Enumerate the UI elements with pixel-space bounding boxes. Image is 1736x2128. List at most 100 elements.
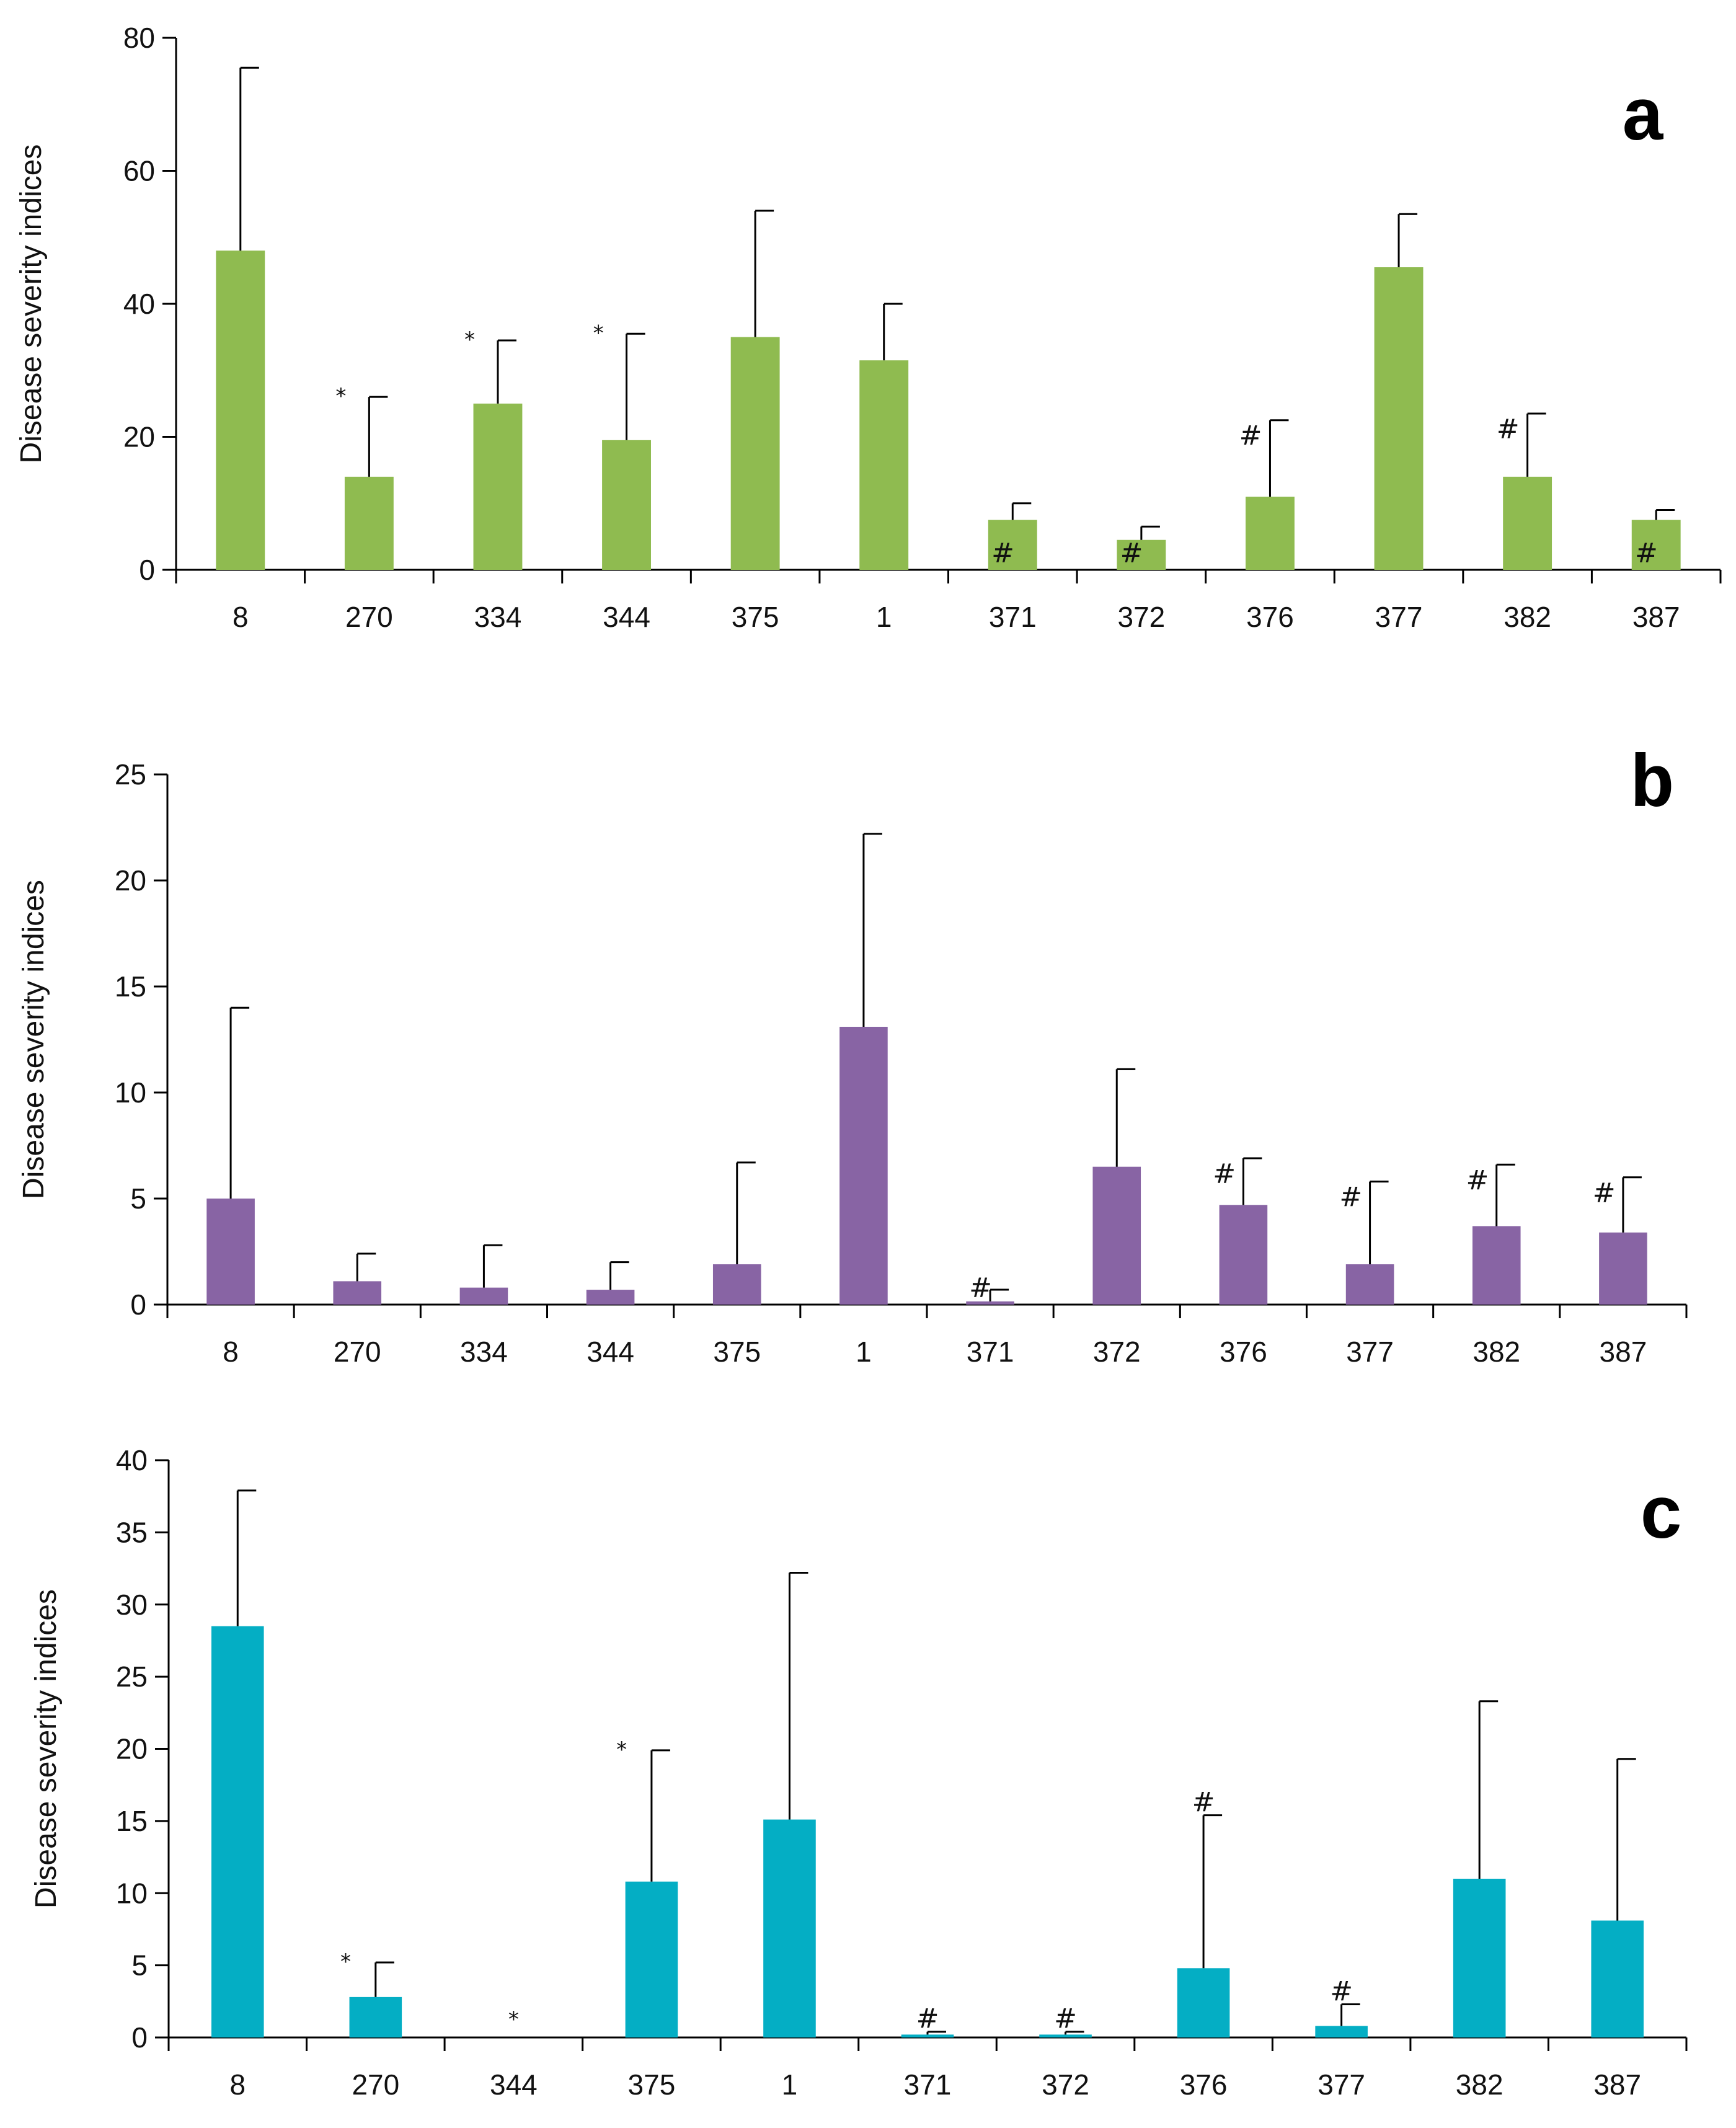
- significance-asterisk: *: [616, 1737, 627, 1762]
- x-tick-label: 372: [1118, 601, 1166, 633]
- y-tick-label: 0: [130, 1288, 146, 1321]
- significance-hash: #: [1466, 1164, 1489, 1196]
- x-tick-label: 371: [989, 601, 1037, 633]
- x-tick-label: 344: [603, 601, 650, 633]
- bar: [625, 1881, 678, 2037]
- bar: [763, 1819, 816, 2037]
- bar: [349, 1997, 402, 2037]
- panel-label: c: [1639, 1476, 1684, 1561]
- y-tick-label: 20: [123, 421, 155, 453]
- x-tick-label: 376: [1246, 601, 1294, 633]
- significance-hash: #: [1213, 1158, 1236, 1190]
- bar: [1503, 476, 1552, 570]
- x-tick-label: 376: [1220, 1336, 1267, 1368]
- bar: [216, 250, 265, 570]
- x-tick-label: 375: [628, 2068, 676, 2101]
- y-tick-label: 40: [123, 288, 155, 320]
- y-tick-label: 20: [116, 1733, 148, 1765]
- x-tick-label: 334: [474, 601, 522, 633]
- y-tick-label: 10: [115, 1076, 146, 1109]
- significance-hash: #: [1497, 414, 1520, 445]
- x-tick-label: 1: [876, 601, 892, 633]
- chart-panel-b: 0 5 10 15 20 25 Disease severity indices 8 270 33…: [17, 745, 1688, 1368]
- bar: [333, 1281, 382, 1305]
- y-axis-label: Disease severity indices: [30, 1589, 63, 1909]
- significance-hash: #: [991, 538, 1014, 569]
- significance-hash: #: [1120, 538, 1143, 569]
- bar: [966, 1301, 1014, 1305]
- y-tick-label: 40: [116, 1444, 148, 1476]
- x-tick-label: 8: [223, 1336, 239, 1368]
- bar: [730, 337, 780, 570]
- x-tick-label: 334: [460, 1336, 508, 1368]
- x-tick-label: 344: [587, 1336, 634, 1368]
- y-tick-label: 30: [116, 1589, 148, 1621]
- y-tick-label: 0: [139, 554, 155, 586]
- significance-hash: #: [1593, 1177, 1616, 1209]
- significance-hash: #: [969, 1272, 992, 1304]
- bar: [602, 440, 651, 570]
- x-tick-label: 270: [345, 601, 393, 633]
- x-tick-label: 387: [1600, 1336, 1647, 1368]
- bar: [344, 476, 394, 570]
- panel-label: b: [1630, 745, 1675, 829]
- x-tick-label: 372: [1042, 2068, 1089, 2101]
- bar: [1039, 2034, 1092, 2037]
- bar: [586, 1290, 635, 1305]
- x-tick-label: 344: [490, 2068, 538, 2101]
- bar: [1219, 1205, 1268, 1305]
- x-tick-label: 377: [1318, 2068, 1365, 2101]
- x-tick-label: 372: [1093, 1336, 1141, 1368]
- bar: [1472, 1226, 1521, 1305]
- significance-hash: #: [1054, 2003, 1077, 2035]
- chart-panel-c: 0 5 10 15 20 25 30 35 40 Disease severity indices…: [30, 1444, 1688, 2101]
- significance-hash: #: [916, 2003, 939, 2035]
- bar: [1315, 2026, 1368, 2037]
- x-tick-label: 270: [352, 2068, 399, 2101]
- bar: [712, 1264, 761, 1305]
- y-tick-label: 5: [130, 1182, 146, 1215]
- significance-hash: #: [1239, 420, 1262, 452]
- x-tick-label: 387: [1593, 2068, 1641, 2101]
- panel-label: a: [1621, 78, 1665, 162]
- x-tick-label: 375: [732, 601, 779, 633]
- x-tick-label: 8: [229, 2068, 246, 2101]
- bar: [1591, 1920, 1644, 2037]
- x-tick-label: 382: [1456, 2068, 1504, 2101]
- bar: [1345, 1264, 1394, 1305]
- bar: [901, 2034, 954, 2037]
- bar: [988, 520, 1037, 570]
- bar: [1374, 267, 1424, 570]
- bar: [1453, 1878, 1506, 2037]
- x-tick-label: 377: [1346, 1336, 1394, 1368]
- x-tick-label: 382: [1504, 601, 1551, 633]
- x-tick-label: 371: [967, 1336, 1014, 1368]
- y-tick-label: 10: [116, 1877, 148, 1909]
- y-tick-label: 15: [116, 1805, 148, 1837]
- significance-asterisk: *: [464, 327, 475, 352]
- significance-asterisk: *: [593, 321, 604, 345]
- y-tick-label: 35: [116, 1516, 148, 1548]
- bar: [859, 360, 909, 570]
- bar: [211, 1626, 264, 2037]
- significance-hash: #: [1330, 1975, 1353, 2007]
- x-tick-label: 375: [713, 1336, 761, 1368]
- bar: [839, 1026, 888, 1305]
- x-tick-label: 377: [1375, 601, 1423, 633]
- x-tick-label: 1: [856, 1336, 872, 1368]
- x-tick-label: 1: [782, 2068, 798, 2101]
- bar: [473, 403, 523, 570]
- bar: [206, 1199, 255, 1305]
- y-tick-label: 25: [115, 758, 146, 791]
- significance-hash: #: [1635, 538, 1658, 569]
- y-tick-label: 5: [131, 1949, 148, 1982]
- y-tick-label: 60: [123, 155, 155, 187]
- chart-panel-a: 0 20 40 60 80 Disease severity indices 8 * 270 * 3…: [15, 22, 1722, 633]
- y-tick-label: 0: [131, 2021, 148, 2054]
- bar: [1246, 497, 1295, 570]
- significance-asterisk: *: [340, 1949, 351, 1974]
- significance-asterisk: *: [508, 2007, 519, 2032]
- bar: [1177, 1968, 1230, 2037]
- y-tick-label: 80: [123, 22, 155, 54]
